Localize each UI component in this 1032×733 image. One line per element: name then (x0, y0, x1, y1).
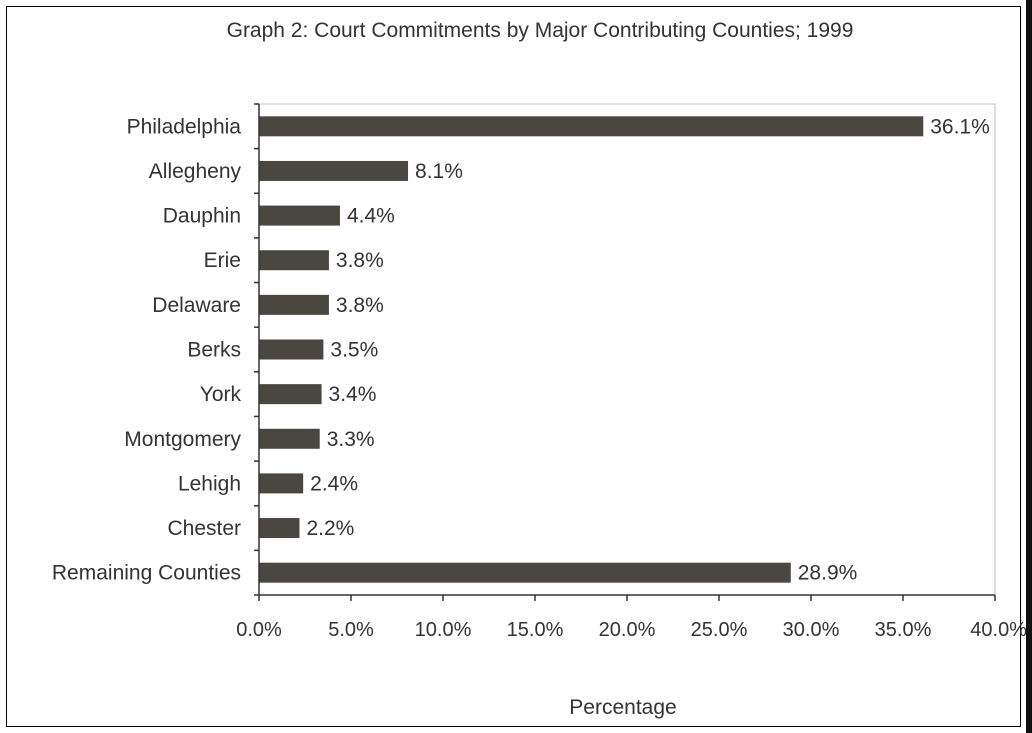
category-label: Erie (204, 249, 241, 272)
bar-allegheny (259, 160, 409, 181)
category-label: Montgomery (124, 428, 241, 451)
bar-york (259, 384, 322, 405)
bar-berks (259, 339, 324, 360)
category-label: Allegheny (149, 160, 242, 183)
x-tick-label: 40.0% (970, 619, 1027, 641)
x-tick-label: 15.0% (507, 619, 564, 641)
data-label: 3.3% (327, 428, 375, 451)
x-axis-title: Percentage (569, 696, 676, 719)
data-label: 28.9% (798, 562, 858, 585)
data-label: 3.5% (330, 339, 378, 362)
data-label: 3.4% (329, 383, 377, 406)
x-axis: 0.0% 5.0% 10.0% 15.0% 20.0% 25.0% 30.0% 35.0% 40… (236, 594, 1027, 641)
category-label: Philadelphia (127, 115, 242, 138)
x-tick-label: 30.0% (783, 619, 840, 641)
x-tick-label: 35.0% (875, 619, 932, 641)
window-edge (1026, 0, 1032, 733)
category-label: Lehigh (178, 472, 241, 495)
data-label: 3.8% (336, 249, 384, 272)
bar-remaining-counties (259, 562, 791, 583)
bar-philadelphia (259, 116, 924, 137)
category-label: Chester (167, 517, 241, 540)
bar-dauphin (259, 205, 340, 226)
x-tick-label: 25.0% (691, 619, 748, 641)
category-label: York (200, 383, 242, 406)
data-label: 3.8% (336, 294, 384, 317)
category-label: Dauphin (163, 205, 241, 228)
y-axis: Philadelphia Allegheny Dauphin Erie Delaware… (52, 103, 260, 596)
x-tick-label: 20.0% (599, 619, 656, 641)
data-label: 8.1% (415, 160, 463, 183)
category-label: Berks (187, 339, 241, 362)
bar-erie (259, 250, 329, 271)
x-tick-label: 10.0% (415, 619, 472, 641)
category-label: Remaining Counties (52, 562, 241, 585)
chart-title: Graph 2: Court Commitments by Major Cont… (227, 19, 854, 42)
bar-lehigh (259, 473, 304, 494)
data-label: 4.4% (347, 205, 395, 228)
bars-group: 36.1% 8.1% 4.4% 3.8% 3.8% 3.5% 3.4% 3.3% 2.4% 2.2… (259, 115, 990, 585)
data-label: 2.4% (310, 472, 358, 495)
x-tick-label: 0.0% (236, 619, 282, 641)
bar-chester (259, 518, 300, 539)
data-label: 36.1% (930, 115, 990, 138)
data-label: 2.2% (306, 517, 354, 540)
category-label: Delaware (152, 294, 241, 317)
bar-montgomery (259, 428, 320, 449)
bar-delaware (259, 294, 329, 315)
x-tick-label: 5.0% (328, 619, 374, 641)
